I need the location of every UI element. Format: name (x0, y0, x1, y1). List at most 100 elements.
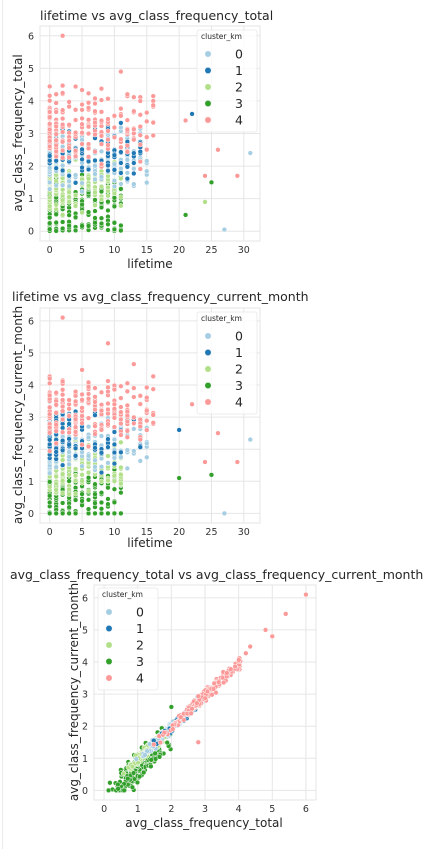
y-tick-label: 0 (28, 509, 34, 520)
scatter-point-cluster-3 (105, 496, 111, 502)
scatter-point-cluster-4 (85, 105, 92, 111)
scatter-point-cluster-0 (66, 461, 72, 467)
scatter-point-cluster-2 (105, 477, 111, 484)
scatter-point-cluster-4 (72, 153, 79, 159)
scatter-point-cluster-3 (115, 786, 121, 792)
legend-label: 3 (136, 654, 144, 669)
scatter-point-cluster-4 (47, 448, 53, 454)
scatter-point-cluster-1 (66, 436, 72, 442)
scatter-point-cluster-2 (53, 481, 59, 487)
scatter-point-cluster-0 (131, 166, 137, 172)
scatter-point-cluster-4 (215, 147, 221, 153)
scatter-point-cluster-3 (85, 475, 92, 481)
legend-marker (204, 398, 212, 406)
scatter-point-cluster-2 (111, 478, 118, 484)
scatter-point-cluster-0 (124, 447, 131, 453)
scatter-point-cluster-4 (283, 611, 289, 617)
legend-label: 3 (235, 378, 243, 393)
scatter-point-cluster-4 (66, 103, 72, 110)
scatter-point-cluster-4 (137, 393, 143, 399)
legend-marker (105, 625, 113, 632)
scatter-point-cluster-4 (124, 142, 131, 149)
scatter-point-cluster-2 (202, 199, 208, 205)
scatter-point-cluster-3 (92, 220, 98, 226)
scatter-point-cluster-1 (111, 152, 118, 158)
scatter-point-cluster-3 (47, 226, 53, 232)
scatter-point-cluster-2 (59, 490, 66, 496)
legend-label: 4 (136, 671, 144, 686)
scatter-point-cluster-3 (182, 212, 189, 218)
scatter-point-cluster-4 (202, 173, 208, 179)
scatter-point-cluster-0 (66, 454, 72, 460)
scatter-point-cluster-4 (66, 137, 72, 144)
scatter-point-cluster-1 (137, 444, 143, 450)
scatter-point-cluster-0 (66, 178, 72, 184)
scatter-point-cluster-4 (53, 109, 59, 115)
scatter-points (47, 314, 253, 517)
scatter-point-cluster-4 (53, 428, 59, 434)
scatter-point-cluster-0 (53, 182, 59, 189)
scatter-point-cluster-2 (85, 470, 92, 476)
scatter-point-cluster-4 (98, 141, 105, 147)
scatter-point-cluster-0 (144, 440, 150, 447)
scatter-point-cluster-4 (59, 33, 66, 39)
scatter-point-cluster-3 (59, 225, 66, 232)
scatter-point-cluster-2 (53, 202, 59, 208)
scatter-point-cluster-4 (47, 93, 53, 99)
scatter-point-cluster-1 (79, 146, 85, 152)
scatter-point-cluster-4 (79, 367, 85, 373)
scatter-point-cluster-4 (124, 127, 131, 133)
scatter-point-cluster-3 (92, 491, 98, 497)
scatter-point-cluster-1 (66, 442, 72, 448)
scatter-point-cluster-4 (150, 132, 156, 139)
scatter-point-cluster-4 (118, 420, 124, 427)
scatter-point-cluster-1 (111, 449, 118, 456)
scatter-point-cluster-2 (59, 457, 66, 463)
scatter-point-cluster-0 (111, 183, 118, 190)
scatter-point-cluster-3 (105, 787, 112, 794)
scatter-point-cluster-4 (47, 411, 53, 417)
scatter-point-cluster-3 (53, 211, 59, 217)
scatter-point-cluster-4 (47, 138, 53, 144)
scatter-point-cluster-1 (79, 156, 85, 163)
scatter-point-cluster-3 (66, 223, 72, 229)
x-tick-label: 3 (202, 804, 208, 815)
scatter-point-cluster-4 (189, 706, 195, 712)
legend-marker (204, 83, 212, 91)
scatter-point-cluster-4 (98, 408, 105, 414)
scatter-point-cluster-1 (72, 180, 79, 186)
scatter-point-cluster-0 (98, 433, 105, 439)
scatter-point-cluster-1 (59, 438, 66, 444)
scatter-point-cluster-4 (111, 424, 118, 430)
scatter-point-cluster-4 (105, 128, 111, 134)
scatter-point-cluster-4 (111, 113, 118, 119)
scatter-point-cluster-3 (59, 500, 66, 506)
scatter-point-cluster-3 (98, 499, 105, 506)
scatter-point-cluster-4 (150, 93, 156, 99)
scatter-point-cluster-4 (137, 98, 143, 104)
scatter-point-cluster-4 (79, 413, 85, 419)
scatter-point-cluster-4 (66, 154, 72, 161)
scatter-point-cluster-4 (47, 375, 53, 382)
y-tick-label: 1 (28, 194, 34, 205)
scatter-point-cluster-4 (72, 83, 79, 90)
scatter-point-cluster-4 (131, 108, 137, 114)
scatter-point-cluster-4 (72, 107, 79, 113)
scatter-point-cluster-4 (105, 142, 111, 148)
scatter-point-cluster-0 (142, 752, 148, 758)
scatter-point-cluster-4 (105, 116, 111, 122)
scatter-point-cluster-4 (85, 415, 92, 421)
scatter-point-cluster-3 (107, 780, 113, 786)
legend: cluster_km 01 23 4 (196, 29, 258, 133)
scatter-point-cluster-0 (79, 180, 85, 186)
scatter-point-cluster-3 (105, 501, 111, 507)
scatter-point-cluster-2 (79, 472, 85, 478)
scatter-point-cluster-3 (98, 490, 105, 496)
y-tick-label: 1 (28, 477, 34, 488)
scatter-point-cluster-0 (59, 182, 66, 188)
scatter-point-cluster-3 (92, 500, 98, 506)
scatter-point-cluster-4 (92, 399, 98, 405)
x-tick-label: 10 (108, 527, 120, 538)
scatter-point-cluster-3 (59, 219, 66, 225)
scatter-point-cluster-2 (53, 206, 59, 212)
